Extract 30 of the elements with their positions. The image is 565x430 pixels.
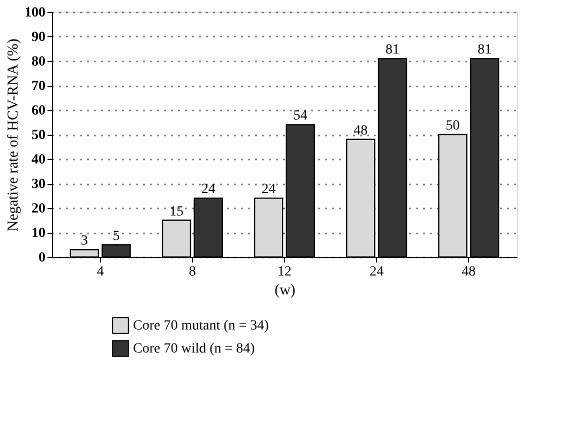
legend-label: Core 70 mutant (n = 34) — [133, 318, 270, 334]
data-label: 5 — [112, 228, 120, 244]
y-tick-label: 0 — [38, 250, 46, 266]
data-label: 24 — [262, 182, 276, 198]
x-tick-label: 48 — [462, 264, 476, 280]
x-tick-label: 24 — [370, 264, 384, 280]
data-label: 54 — [293, 108, 308, 124]
y-tick-label: 80 — [32, 54, 46, 70]
data-label: 50 — [446, 118, 460, 134]
y-tick-label: 100 — [24, 6, 46, 20]
legend-label: Core 70 wild (n = 84) — [133, 342, 256, 356]
data-label: 81 — [385, 42, 400, 58]
data-label: 24 — [201, 182, 216, 198]
y-tick-label: 60 — [32, 104, 46, 118]
y-tick-label: 40 — [32, 152, 46, 168]
y-tick-label: 50 — [32, 128, 46, 143]
y-tick-label: 20 — [32, 202, 46, 216]
x-axis-title: (w) — [274, 282, 296, 298]
data-label: 81 — [478, 42, 492, 58]
x-tick-label: 12 — [278, 264, 292, 280]
data-label: 15 — [170, 204, 184, 220]
y-tick-label: 30 — [32, 177, 46, 192]
y-axis-title: Negative rate of HCV-RNA (%) — [6, 38, 22, 232]
x-tick-label: 8 — [188, 264, 196, 280]
y-tick-label: 90 — [32, 30, 46, 45]
y-tick-label: 10 — [32, 226, 46, 241]
y-tick-label: 70 — [32, 79, 46, 94]
data-label: 48 — [354, 123, 368, 138]
data-label: 3 — [80, 234, 88, 249]
x-tick-label: 4 — [96, 264, 104, 280]
